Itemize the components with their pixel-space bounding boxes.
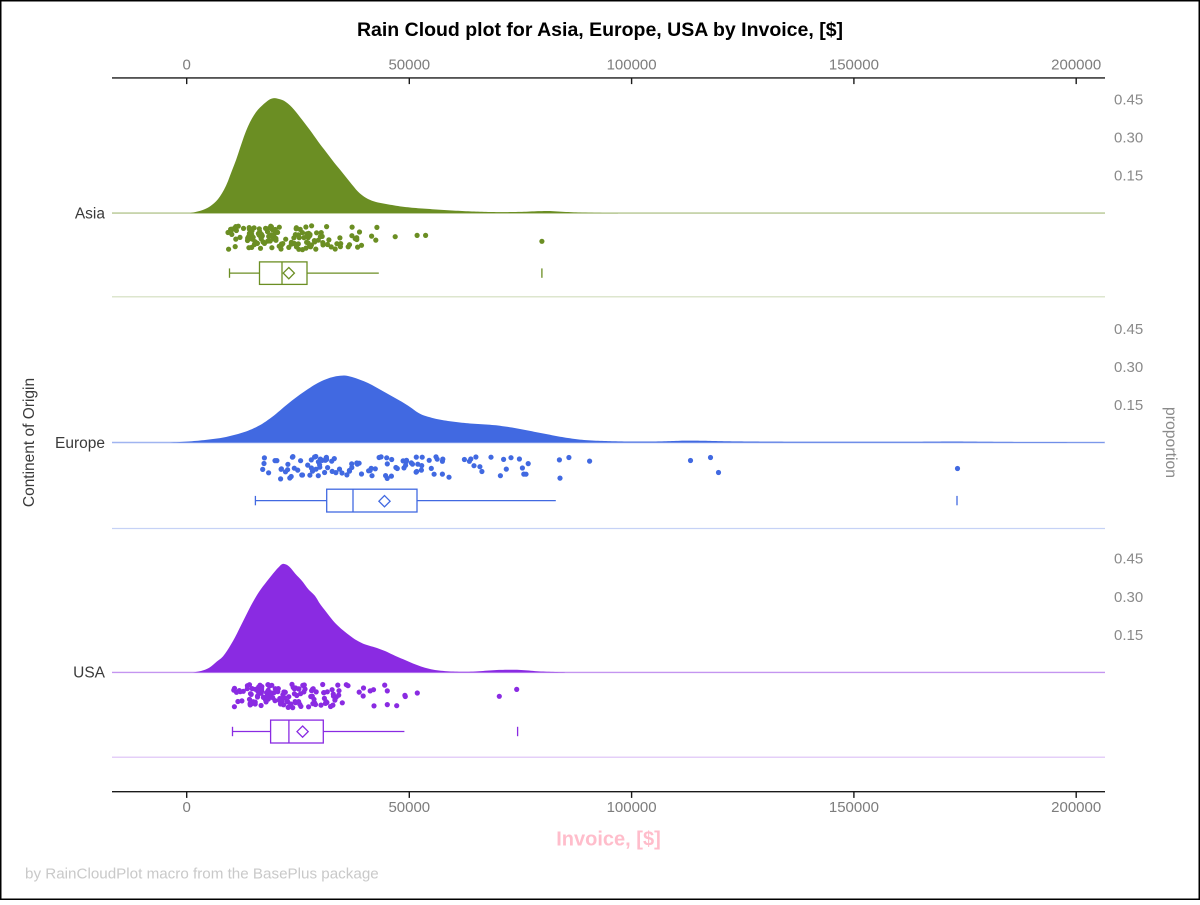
svg-text:0.45: 0.45 — [1114, 92, 1143, 109]
svg-text:50000: 50000 — [388, 56, 430, 73]
svg-text:0.30: 0.30 — [1114, 359, 1143, 376]
svg-text:200000: 200000 — [1051, 56, 1101, 73]
svg-text:0.30: 0.30 — [1114, 130, 1143, 147]
svg-text:100000: 100000 — [607, 56, 657, 73]
svg-text:0.30: 0.30 — [1114, 589, 1143, 606]
svg-text:Invoice, [$]: Invoice, [$] — [556, 829, 660, 851]
svg-text:Asia: Asia — [75, 205, 106, 222]
svg-text:0.15: 0.15 — [1114, 168, 1143, 185]
svg-text:Europe: Europe — [55, 435, 105, 452]
svg-text:0.15: 0.15 — [1114, 397, 1143, 414]
svg-text:150000: 150000 — [829, 56, 879, 73]
svg-text:by RainCloudPlot macro from th: by RainCloudPlot macro from the BasePlus… — [25, 866, 379, 883]
svg-text:0.45: 0.45 — [1114, 551, 1143, 568]
svg-text:150000: 150000 — [829, 799, 879, 816]
svg-text:Rain Cloud plot for Asia, Euro: Rain Cloud plot for Asia, Europe, USA by… — [357, 19, 843, 41]
svg-text:0.15: 0.15 — [1114, 627, 1143, 644]
svg-text:100000: 100000 — [607, 799, 657, 816]
svg-text:USA: USA — [73, 665, 106, 682]
svg-text:0: 0 — [183, 56, 191, 73]
svg-text:200000: 200000 — [1051, 799, 1101, 816]
svg-text:proportion: proportion — [1162, 407, 1179, 478]
svg-text:0.45: 0.45 — [1114, 321, 1143, 338]
svg-text:0: 0 — [183, 799, 191, 816]
svg-text:Continent of Origin: Continent of Origin — [21, 378, 38, 507]
svg-text:50000: 50000 — [388, 799, 430, 816]
